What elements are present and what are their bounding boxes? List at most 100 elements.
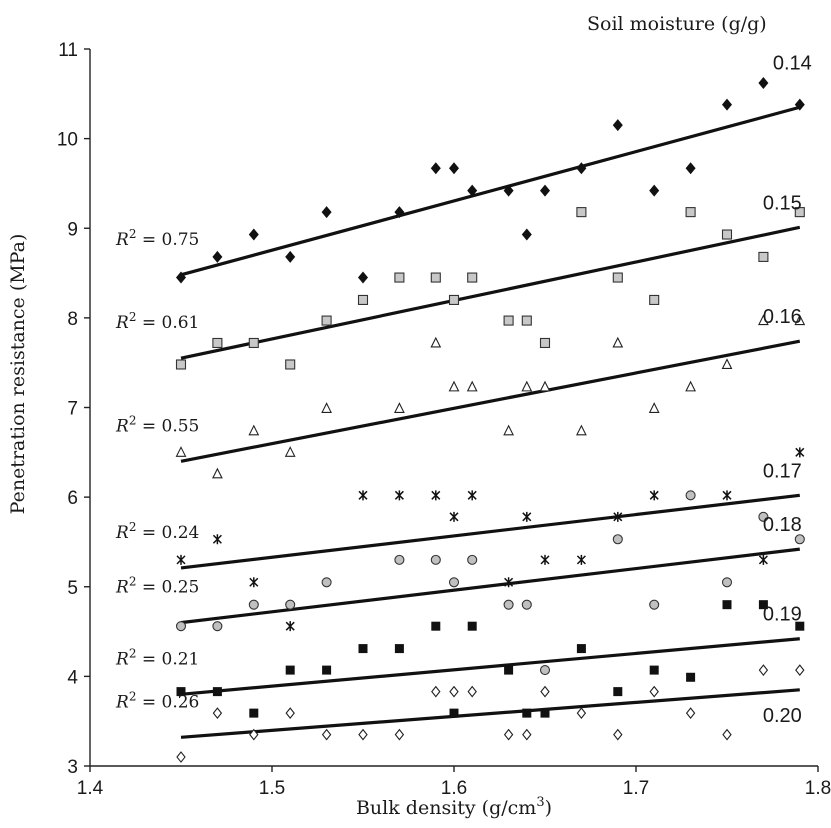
data-point xyxy=(503,424,514,436)
point-shape xyxy=(467,184,478,197)
data-point xyxy=(540,685,550,698)
point-shape xyxy=(612,272,623,283)
data-point xyxy=(758,77,769,90)
point-shape xyxy=(358,490,368,501)
data-point xyxy=(504,577,514,588)
point-shape xyxy=(249,577,259,588)
point-shape xyxy=(503,599,514,610)
data-point xyxy=(358,490,368,501)
data-point xyxy=(248,337,259,349)
data-point xyxy=(722,98,732,111)
point-shape xyxy=(284,446,296,457)
data-point xyxy=(612,336,624,348)
point-shape xyxy=(321,315,332,326)
point-shape xyxy=(467,685,477,698)
point-shape xyxy=(176,554,186,565)
point-shape xyxy=(758,664,769,676)
data-point xyxy=(449,708,459,718)
point-shape xyxy=(576,424,587,436)
point-shape xyxy=(722,600,732,610)
data-point xyxy=(613,687,623,697)
r2-label: R2 = 0.24 xyxy=(115,520,199,543)
data-point xyxy=(521,380,533,392)
data-point xyxy=(722,490,732,501)
point-shape xyxy=(285,621,295,632)
data-point xyxy=(176,271,186,284)
data-point xyxy=(576,424,587,436)
x-tick-label: 1.4 xyxy=(77,778,104,799)
data-point xyxy=(358,728,368,741)
x-axis-title: Bulk density (g/cm3) xyxy=(356,795,552,819)
point-shape xyxy=(758,600,768,610)
data-point xyxy=(576,207,587,218)
data-points xyxy=(175,77,806,763)
data-point xyxy=(394,490,404,501)
data-point xyxy=(721,577,733,588)
data-point xyxy=(758,314,769,326)
series-name-label: 0.16 xyxy=(763,306,802,328)
data-point xyxy=(175,621,187,632)
data-point xyxy=(176,554,186,565)
point-shape xyxy=(212,467,223,479)
data-point xyxy=(540,184,550,197)
point-shape xyxy=(612,336,624,348)
data-point xyxy=(612,534,623,545)
y-tick-label: 9 xyxy=(67,219,78,240)
data-point xyxy=(431,490,441,501)
point-shape xyxy=(504,577,514,588)
point-shape xyxy=(467,490,477,501)
point-shape xyxy=(794,207,805,218)
point-shape xyxy=(449,685,459,698)
data-point xyxy=(394,206,405,219)
point-shape xyxy=(686,672,696,682)
point-shape xyxy=(449,162,459,175)
data-point xyxy=(539,380,551,392)
data-point xyxy=(686,672,696,682)
y-axis-title: Penetration resistance (MPa) xyxy=(7,234,29,515)
point-shape xyxy=(685,207,696,218)
point-shape xyxy=(285,707,295,720)
data-point xyxy=(430,336,442,348)
y-tick-label: 7 xyxy=(67,399,78,420)
data-point xyxy=(467,490,477,501)
data-point xyxy=(576,707,587,720)
data-point xyxy=(685,707,696,720)
point-shape xyxy=(648,402,660,413)
data-point xyxy=(539,665,551,676)
point-shape xyxy=(321,402,332,413)
point-shape xyxy=(394,728,405,741)
point-shape xyxy=(612,534,623,545)
point-shape xyxy=(449,708,459,718)
point-shape xyxy=(539,380,551,392)
data-point xyxy=(648,402,660,413)
point-shape xyxy=(540,708,550,718)
point-shape xyxy=(448,577,460,588)
point-shape xyxy=(212,621,223,632)
data-point xyxy=(522,511,532,522)
data-point xyxy=(321,577,332,588)
data-point xyxy=(448,577,460,588)
data-point xyxy=(249,728,259,741)
point-shape xyxy=(521,380,533,392)
data-point xyxy=(758,511,769,522)
point-shape xyxy=(394,206,405,219)
data-point xyxy=(649,184,660,197)
data-point xyxy=(212,707,223,720)
point-shape xyxy=(358,728,368,741)
data-point xyxy=(794,314,806,326)
tick-labels: 3 4 5 6 7 8 9 10 11 1.4 1.5 1.6 1.7 1.8 xyxy=(57,40,831,799)
point-shape xyxy=(539,665,551,676)
data-point xyxy=(285,707,295,720)
point-shape xyxy=(685,380,696,392)
trend-line xyxy=(180,493,800,570)
x-tick-label: 1.8 xyxy=(805,778,831,799)
data-point xyxy=(357,294,369,306)
point-shape xyxy=(176,271,186,284)
point-shape xyxy=(321,206,332,219)
data-point xyxy=(212,687,222,697)
data-point xyxy=(503,315,514,326)
data-point xyxy=(431,685,441,698)
point-shape xyxy=(522,511,532,522)
data-point xyxy=(613,728,623,741)
point-shape xyxy=(212,687,222,697)
